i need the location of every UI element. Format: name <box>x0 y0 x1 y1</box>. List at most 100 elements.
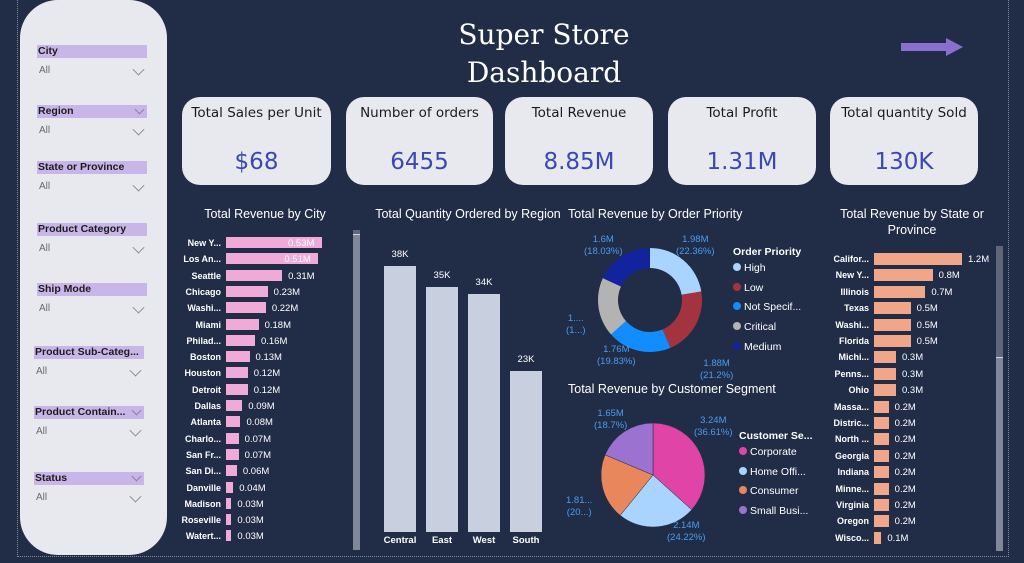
bar[interactable] <box>874 482 889 495</box>
chevron-down-icon[interactable] <box>131 472 142 482</box>
bar[interactable] <box>226 400 243 411</box>
bar[interactable] <box>226 432 239 444</box>
bar[interactable] <box>226 237 322 248</box>
data-label-value: 1.88M <box>703 358 730 369</box>
bar[interactable] <box>874 318 911 331</box>
data-label: 0.5M <box>916 336 938 347</box>
data-label-percent: (21.2%) <box>700 370 734 381</box>
pie-slice[interactable] <box>650 248 702 295</box>
vertical-scrollbar[interactable] <box>353 230 360 550</box>
scrollbar-thumb[interactable] <box>996 246 1003 358</box>
bar[interactable] <box>874 351 896 364</box>
legend-item[interactable]: Corporate <box>739 446 797 458</box>
scrollbar-thumb[interactable] <box>353 230 360 235</box>
pie-slice[interactable] <box>619 474 693 528</box>
chevron-down-icon[interactable] <box>134 105 145 115</box>
chevron-down-icon[interactable] <box>129 424 142 437</box>
bar[interactable] <box>874 499 889 511</box>
slicer-dropdown[interactable]: All <box>34 361 144 383</box>
vertical-scrollbar[interactable] <box>996 246 1003 551</box>
pie-slice[interactable] <box>602 248 650 287</box>
bar[interactable] <box>874 269 933 282</box>
bar[interactable] <box>874 285 926 298</box>
pie-slice[interactable] <box>610 321 671 352</box>
chevron-down-icon[interactable] <box>129 364 142 377</box>
bar[interactable] <box>226 465 237 477</box>
chevron-down-icon[interactable] <box>131 406 142 416</box>
bar[interactable] <box>426 287 458 532</box>
bar[interactable] <box>874 367 896 380</box>
legend-item[interactable]: Small Busi... <box>739 505 808 517</box>
bar[interactable] <box>874 253 962 265</box>
data-label-value: 2.14M <box>673 520 700 531</box>
bar[interactable] <box>226 416 241 428</box>
bar[interactable] <box>510 371 542 532</box>
pie-slice[interactable] <box>652 422 706 511</box>
slicer-product-contain[interactable]: Product Contain... All <box>34 406 144 443</box>
bar[interactable] <box>874 433 889 446</box>
slicer-dropdown[interactable]: All <box>37 238 147 260</box>
bar[interactable] <box>226 481 234 493</box>
bar[interactable] <box>384 266 416 532</box>
slicer-dropdown[interactable]: All <box>34 487 144 509</box>
slicer-dropdown[interactable]: All <box>37 120 147 142</box>
slicer-dropdown[interactable]: All <box>37 60 147 82</box>
bar[interactable] <box>874 531 882 544</box>
arrow-right-icon[interactable] <box>901 38 963 56</box>
bar[interactable] <box>226 530 232 542</box>
data-label: 38K <box>391 249 409 260</box>
slicer-dropdown[interactable]: All <box>37 298 147 320</box>
pie-slice[interactable] <box>604 422 654 476</box>
slicer-label: City <box>38 45 58 57</box>
slicer-dropdown[interactable]: All <box>37 176 147 198</box>
chevron-down-icon[interactable] <box>132 63 145 76</box>
chevron-down-icon[interactable] <box>132 241 145 254</box>
bar[interactable] <box>874 335 911 347</box>
bar[interactable] <box>874 466 889 479</box>
bar[interactable] <box>226 351 250 363</box>
bar[interactable] <box>226 367 248 379</box>
bar[interactable] <box>874 449 889 462</box>
bar[interactable] <box>226 253 319 265</box>
chevron-down-icon[interactable] <box>132 123 145 136</box>
legend-item[interactable]: High <box>733 262 766 274</box>
bar[interactable] <box>226 285 268 297</box>
bar[interactable] <box>226 497 232 509</box>
bar[interactable] <box>468 294 500 532</box>
bar[interactable] <box>226 302 266 314</box>
data-label: 0.2M <box>894 516 916 528</box>
chevron-down-icon[interactable] <box>129 490 142 503</box>
bar[interactable] <box>874 384 896 397</box>
slicer-state-or-province[interactable]: State or Province All <box>37 161 147 198</box>
slicer-status[interactable]: Status All <box>34 472 144 509</box>
legend-item[interactable]: Consumer <box>739 485 798 497</box>
slicer-selected-value: All <box>36 492 48 503</box>
bar[interactable] <box>226 269 283 281</box>
slicer-region[interactable]: Region All <box>37 105 147 142</box>
slicer-dropdown[interactable]: All <box>34 421 144 443</box>
legend-item[interactable]: Medium <box>733 341 781 353</box>
legend-item[interactable]: Home Offi... <box>739 466 806 478</box>
bar[interactable] <box>874 515 889 528</box>
bar[interactable] <box>226 334 255 346</box>
bar[interactable] <box>226 514 232 526</box>
legend-item[interactable]: Critical <box>733 321 776 333</box>
slicer-ship-mode[interactable]: Ship Mode All <box>37 283 147 320</box>
bar[interactable] <box>874 417 889 429</box>
pie-slice[interactable] <box>600 454 654 516</box>
bar[interactable] <box>226 318 259 330</box>
bar[interactable] <box>874 302 911 315</box>
bar[interactable] <box>226 383 248 395</box>
chevron-down-icon[interactable] <box>132 179 145 192</box>
kpi-label: Number of orders <box>360 105 479 121</box>
bar[interactable] <box>874 400 889 413</box>
slicer-city[interactable]: City All <box>37 45 147 82</box>
legend-item[interactable]: Not Specif... <box>733 301 801 313</box>
bar[interactable] <box>226 448 239 460</box>
legend-item[interactable]: Low <box>733 282 763 294</box>
chevron-down-icon[interactable] <box>132 301 145 314</box>
pie-slice[interactable] <box>598 278 626 335</box>
slicer-product-sub-categ[interactable]: Product Sub-Categ... All <box>34 346 144 383</box>
slicer-product-category[interactable]: Product Category All <box>37 223 147 260</box>
pie-slice[interactable] <box>662 291 702 348</box>
